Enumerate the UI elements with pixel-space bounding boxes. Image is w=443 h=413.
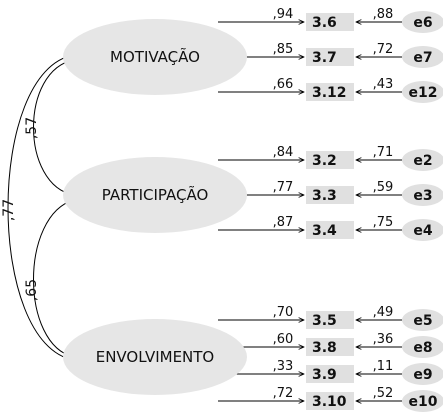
residual-coefficient: ,72 (373, 42, 394, 57)
indicator-label: 3.4 (312, 223, 337, 239)
residual-coefficient: ,11 (373, 359, 394, 374)
error-label: e5 (413, 313, 432, 329)
diagram-nodes: MOTIVAÇÃO ,94 3.6 ,88 e6 ,85 3.7 ,72 e7 ,66 3.12 ,4… (1, 7, 443, 412)
indicator-box (306, 186, 354, 204)
error-ellipse (402, 336, 443, 358)
residual-coefficient: ,59 (373, 180, 394, 195)
loading-coefficient: ,70 (273, 305, 294, 320)
error-ellipse (402, 309, 443, 331)
residual-coefficient: ,71 (373, 145, 394, 160)
indicator-box (306, 365, 354, 383)
loading-coefficient: ,87 (273, 215, 294, 230)
correlation-arc (33, 60, 75, 195)
residual-coefficient: ,43 (373, 77, 394, 92)
indicator-box (306, 83, 354, 101)
error-label: e12 (409, 85, 438, 101)
loading-coefficient: ,85 (273, 42, 294, 57)
loading-coefficient: ,60 (273, 332, 294, 347)
indicator-label: 3.2 (312, 153, 337, 169)
indicator-label: 3.9 (312, 367, 337, 383)
indicator-label: 3.8 (312, 340, 337, 356)
correlation-arcs (7, 55, 75, 360)
error-label: e9 (413, 367, 432, 383)
error-label: e8 (413, 340, 432, 356)
error-ellipse (402, 363, 443, 385)
error-ellipse (402, 46, 443, 68)
indicator-label: 3.12 (312, 85, 347, 101)
factor-ellipse (63, 319, 247, 395)
indicator-box (306, 13, 354, 31)
error-label: e2 (413, 153, 432, 169)
loading-coefficient: ,94 (273, 7, 294, 22)
indicator-box (306, 151, 354, 169)
error-ellipse (402, 184, 443, 206)
error-label: e4 (413, 223, 432, 239)
residual-coefficient: ,36 (373, 332, 394, 347)
factor-label: MOTIVAÇÃO (110, 47, 200, 66)
correlation-coefficient: ,77 (1, 199, 17, 221)
indicator-box (306, 311, 354, 329)
indicator-label: 3.5 (312, 313, 337, 329)
residual-coefficient: ,49 (373, 305, 394, 320)
indicator-label: 3.6 (312, 15, 337, 31)
indicator-label: 3.3 (312, 188, 337, 204)
indicator-box (306, 48, 354, 66)
loading-coefficient: ,66 (273, 77, 294, 92)
loading-paths (218, 22, 402, 401)
indicator-label: 3.7 (312, 50, 337, 66)
factor-ellipse (63, 19, 247, 95)
residual-coefficient: ,52 (373, 386, 394, 401)
correlation-coefficient: ,65 (24, 279, 40, 301)
correlation-arc (7, 55, 74, 360)
error-ellipse (402, 81, 443, 103)
error-ellipse (402, 390, 443, 412)
error-ellipse (402, 219, 443, 241)
factor-ellipse (63, 157, 247, 233)
error-label: e7 (413, 50, 432, 66)
indicator-label: 3.10 (312, 394, 347, 410)
correlation-arc (33, 200, 75, 357)
factor-label: ENVOLVIMENTO (96, 348, 215, 366)
indicator-box (306, 221, 354, 239)
loading-coefficient: ,77 (273, 180, 294, 195)
factor-label: PARTICIPAÇÃO (102, 185, 209, 204)
error-ellipse (402, 11, 443, 33)
residual-coefficient: ,88 (373, 7, 394, 22)
correlation-coefficient: ,57 (24, 117, 40, 139)
error-label: e3 (413, 188, 432, 204)
loading-coefficient: ,72 (273, 386, 294, 401)
loading-coefficient: ,33 (273, 359, 294, 374)
error-label: e6 (413, 15, 432, 31)
indicator-box (306, 338, 354, 356)
loading-coefficient: ,84 (273, 145, 294, 160)
indicator-box (306, 392, 354, 410)
residual-coefficient: ,75 (373, 215, 394, 230)
error-label: e10 (409, 394, 438, 410)
error-ellipse (402, 149, 443, 171)
